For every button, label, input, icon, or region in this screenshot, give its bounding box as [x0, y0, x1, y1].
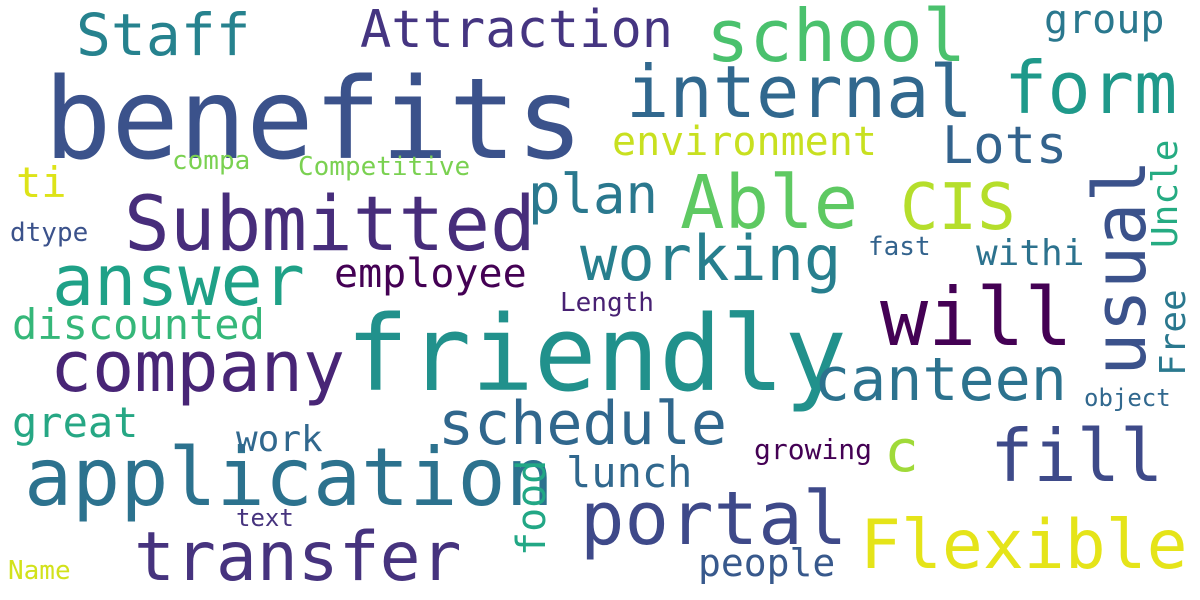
word-able: Able [680, 160, 859, 246]
word-application: application [24, 431, 554, 524]
word-group: group [1044, 0, 1165, 43]
word-name: Name [8, 556, 71, 586]
word-flexible: Flexible [860, 506, 1188, 585]
word-discounted: discounted [12, 300, 265, 349]
word-food: food [509, 459, 555, 556]
word-cis: CIS [900, 171, 1016, 245]
word-working: working [580, 222, 842, 295]
word-lunch: lunch [566, 448, 693, 497]
word-friendly: friendly [346, 293, 847, 415]
word-attraction: Attraction [360, 0, 674, 60]
word-transfer: transfer [134, 518, 462, 597]
word-canteen: canteen [814, 345, 1067, 415]
word-dtype: dtype [10, 218, 89, 248]
word-lots: Lots [942, 116, 1068, 176]
word-answer: answer [52, 240, 305, 322]
word-people: people [698, 541, 836, 585]
word-fast: fast [868, 232, 931, 262]
word-environment: environment [612, 119, 877, 165]
word-employee: employee [334, 251, 527, 297]
word-uncle: Uncle [1145, 139, 1186, 248]
word-competitive: Competitive [298, 152, 471, 182]
word-form: form [1004, 46, 1178, 130]
word-school: school [706, 0, 967, 78]
word-compa: compa [172, 146, 251, 176]
word-submitted: Submitted [124, 179, 536, 268]
word-length: Length [560, 288, 654, 318]
word-internal: internal [626, 50, 973, 134]
word-will: will [880, 271, 1073, 364]
word-text: text [236, 504, 294, 532]
word-c: c [884, 417, 919, 485]
word-portal: portal [580, 476, 848, 562]
word-benefits: benefits [44, 55, 584, 185]
word-company: company [50, 326, 346, 408]
word-withi: withi [976, 233, 1085, 274]
word-great: great [12, 398, 139, 447]
word-growing: growing [754, 433, 873, 466]
word-staff: Staff [76, 1, 251, 69]
word-object: object [1084, 384, 1171, 412]
word-schedule: schedule [438, 389, 727, 459]
word-free: Free [1153, 289, 1194, 376]
word-work: work [236, 419, 323, 460]
word-ti: ti [16, 158, 67, 207]
word-fill: fill [990, 414, 1164, 498]
word-plan: plan [528, 163, 659, 226]
